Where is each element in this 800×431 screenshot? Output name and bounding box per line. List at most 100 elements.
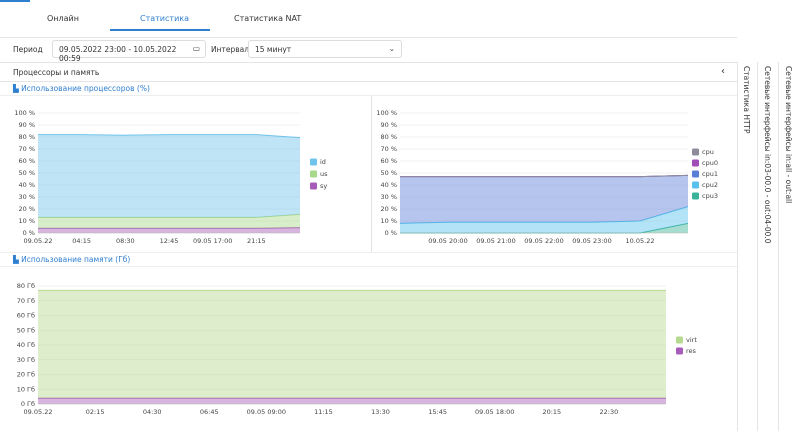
area-fill [38,134,300,218]
x-tick-label: 09.05 22:00 [524,237,563,245]
period-input[interactable]: 09.05.2022 23:00 - 10.05.2022 00:59 ▭ [52,40,206,63]
legend-label: cpu1 [702,170,718,178]
legend-label: virt [686,336,697,344]
y-tick-label: 0 % [23,229,35,237]
y-tick-label: 70 % [18,145,35,153]
chart-divider [371,96,372,252]
x-tick-label: 09.05 17:00 [193,237,232,245]
interval-select[interactable]: 15 минут ⌄ [248,40,402,58]
x-tick-label: 09.05 09:00 [247,408,286,416]
side-tab[interactable]: Сетевые интерфейсы in:03-00.0 - out:04-0… [763,66,772,244]
x-tick-label: 09.05 21:00 [476,237,515,245]
y-tick-label: 10 Гб [17,385,35,393]
section-border [0,95,737,96]
area-fill [38,227,300,233]
legend-swatch [692,148,699,156]
legend-swatch [692,170,699,178]
y-tick-label: 20 Гб [17,371,35,379]
interval-value: 15 минут [255,45,292,54]
x-tick-label: 04:15 [72,237,91,245]
area-line [38,134,301,139]
y-tick-label: 10 % [18,217,35,225]
period-label: Период [13,45,43,54]
y-tick-label: 70 % [380,145,397,153]
panel-header-border [0,81,737,82]
legend-label: cpu [702,148,714,156]
x-tick-label: 09.05.22 [24,237,53,245]
active-tab-underline [110,29,210,31]
y-tick-label: 60 % [380,157,397,165]
x-tick-label: 12:45 [160,237,179,245]
tab[interactable]: Статистика [140,14,189,23]
legend-label: us [320,170,328,178]
x-tick-label: 09.05.22 [24,408,53,416]
top-indicator [0,0,30,2]
x-tick-label: 11:15 [314,408,333,416]
y-tick-label: 100 % [376,109,397,117]
legend-label: cpu3 [702,192,718,200]
tab[interactable]: Статистика NAT [234,14,302,23]
x-tick-label: 02:15 [86,408,105,416]
section-border [0,266,737,267]
legend-swatch [692,181,699,189]
y-tick-label: 0 % [385,229,397,237]
x-tick-label: 22:30 [600,408,619,416]
y-tick-label: 50 % [380,169,397,177]
area-fill [38,290,666,399]
y-tick-label: 10 % [380,217,397,225]
x-tick-label: 08:30 [116,237,135,245]
area-fill [38,398,666,404]
y-tick-label: 90 % [380,121,397,129]
section-title-text: Использование процессоров (%) [21,84,150,93]
collapse-button[interactable]: ‹ [721,66,725,77]
y-tick-label: 80 % [18,133,35,141]
area-line [38,213,301,218]
side-border [737,62,738,431]
y-tick-label: 60 Гб [17,312,35,320]
side-border [757,62,758,431]
legend-swatch [692,159,699,167]
legend-swatch [310,158,317,166]
side-tab[interactable]: Сетевые интерфейсы in:all - out:all [784,66,793,204]
section-title: ▙ Использование процессоров (%) [13,84,150,93]
interval-label: Интервал [211,45,250,54]
panel-title: Процессоры и память [13,68,100,77]
y-tick-label: 70 Гб [17,297,35,305]
x-tick-label: 04:30 [143,408,162,416]
legend-label: sy [320,182,327,190]
area-line [399,206,689,224]
y-tick-label: 40 % [18,181,35,189]
y-tick-label: 30 Гб [17,356,35,364]
y-tick-label: 90 % [18,121,35,129]
x-tick-label: 20:15 [542,408,561,416]
panel-border [0,62,737,63]
y-tick-label: 40 % [380,181,397,189]
area-line [400,174,689,178]
tab[interactable]: Онлайн [47,14,79,23]
x-tick-label: 15:45 [428,408,447,416]
legend-label: cpu2 [702,181,718,189]
legend-swatch [692,192,699,200]
area-fill [400,206,688,233]
y-tick-label: 30 % [380,193,397,201]
y-tick-label: 80 % [380,133,397,141]
section-border [0,252,737,253]
legend-swatch [310,182,317,190]
area-line [38,227,301,229]
calendar-icon: ▭ [192,44,200,53]
y-tick-label: 50 Гб [17,326,35,334]
x-tick-label: 10.05.22 [626,237,655,245]
y-tick-label: 60 % [18,157,35,165]
y-tick-label: 40 Гб [17,341,35,349]
y-tick-label: 30 % [18,193,35,201]
x-tick-label: 13:30 [371,408,390,416]
legend-label: id [320,158,326,166]
x-tick-label: 06:45 [200,408,219,416]
side-tab[interactable]: Статистика HTTP [742,66,751,134]
side-border [778,62,779,431]
legend-swatch [310,170,317,178]
y-tick-label: 20 % [18,205,35,213]
chevron: ⌄ [388,44,395,53]
area-fill [400,223,688,233]
